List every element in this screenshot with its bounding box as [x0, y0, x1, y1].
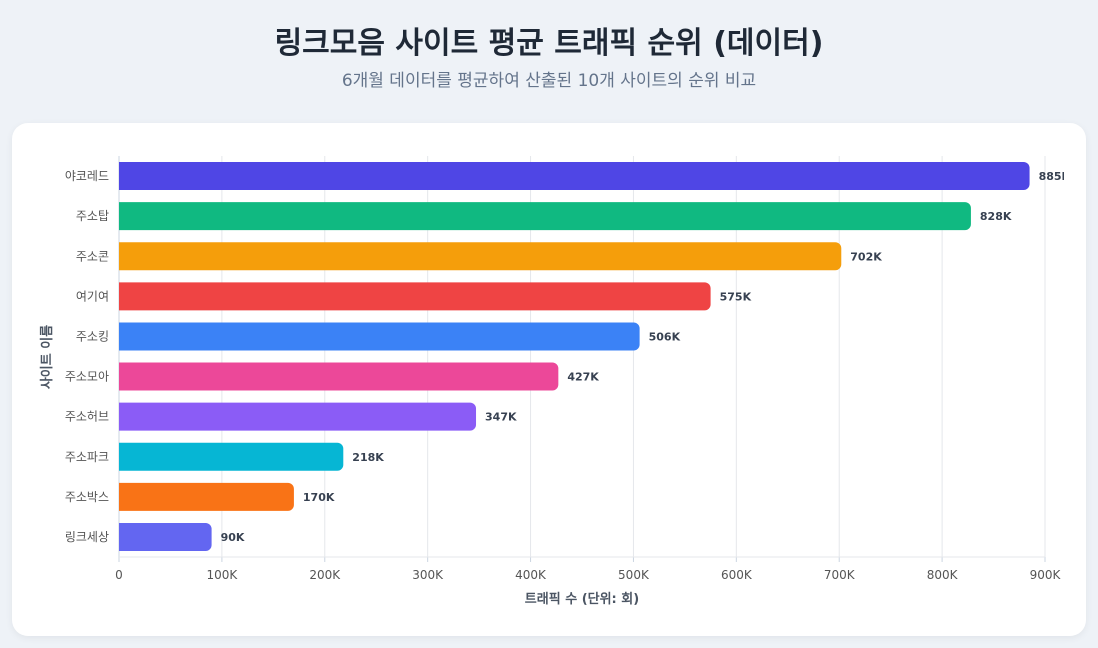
- x-axis-title: 트래픽 수 (단위: 회): [525, 591, 639, 607]
- x-tick-label: 800K: [927, 568, 959, 582]
- data-label: 218K: [352, 451, 384, 464]
- bar: [119, 282, 711, 311]
- data-label: 170K: [303, 491, 335, 504]
- data-label: 575K: [720, 290, 752, 303]
- x-tick-label: 600K: [721, 568, 753, 582]
- bar: [119, 202, 971, 231]
- y-axis-title: 사이트 이름: [39, 325, 55, 389]
- x-tick-label: 400K: [515, 568, 547, 582]
- y-tick-label: 주소콘: [76, 249, 109, 263]
- data-label: 347K: [485, 411, 517, 424]
- bar: [119, 322, 640, 351]
- x-tick-label: 300K: [412, 568, 444, 582]
- y-tick-label: 주소탑: [76, 209, 109, 223]
- page-title: 링크모음 사이트 평균 트래픽 순위 (데이터): [274, 26, 824, 61]
- data-label: 885K: [1039, 170, 1071, 183]
- bar: [119, 522, 212, 551]
- data-label: 702K: [850, 250, 882, 263]
- data-label: 90K: [221, 531, 245, 544]
- page-subtitle: 6개월 데이터를 평균하여 산출된 10개 사이트의 순위 비교: [341, 71, 757, 91]
- x-tick-label: 900K: [1030, 568, 1062, 582]
- y-tick-label: 링크세상: [65, 530, 109, 544]
- x-tick-label: 700K: [824, 568, 856, 582]
- x-tick-label: 0: [115, 568, 123, 582]
- x-tick-label: 200K: [309, 568, 341, 582]
- bar: [119, 162, 1030, 191]
- data-label: 828K: [980, 210, 1012, 223]
- y-tick-label: 주소파크: [65, 450, 109, 464]
- x-tick-label: 100K: [206, 568, 238, 582]
- x-tick-label: 500K: [618, 568, 650, 582]
- bar: [119, 242, 842, 271]
- y-tick-label: 여기여: [76, 289, 109, 303]
- data-label: 506K: [649, 330, 681, 343]
- bar: [119, 482, 294, 511]
- y-tick-label: 주소허브: [65, 410, 109, 424]
- y-tick-label: 주소박스: [65, 490, 109, 504]
- y-tick-label: 야코레드: [65, 169, 109, 183]
- y-tick-label: 주소킹: [76, 329, 109, 343]
- data-label: 427K: [567, 371, 599, 384]
- bar: [119, 442, 344, 471]
- y-tick-label: 주소모아: [65, 370, 109, 384]
- bar: [119, 402, 477, 431]
- bar: [119, 362, 559, 391]
